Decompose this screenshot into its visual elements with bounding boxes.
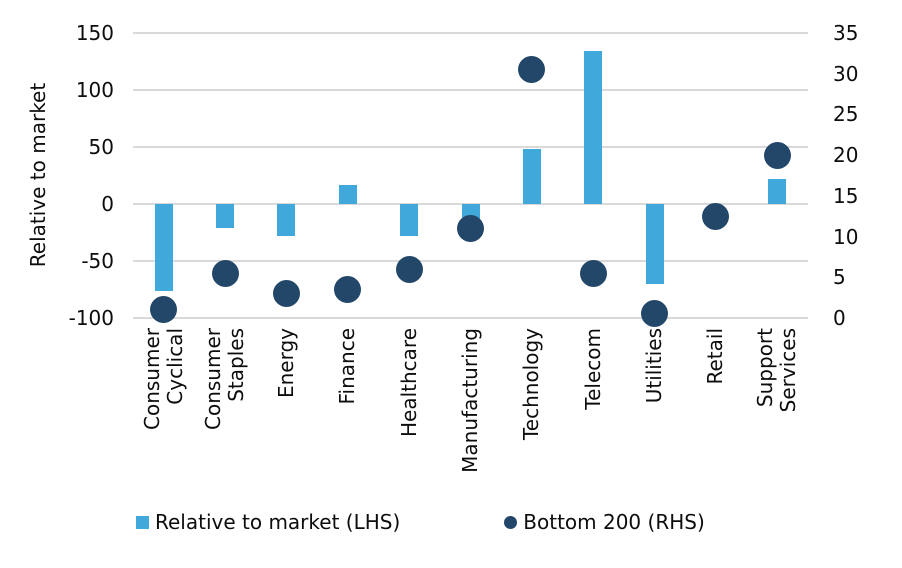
left-axis-tick-label: 50	[88, 135, 114, 159]
bar	[645, 204, 664, 284]
right-axis-tick-label: 0	[833, 306, 846, 330]
right-axis-tick-label: 15	[833, 183, 859, 208]
right-axis-tick-label: 5	[833, 265, 846, 290]
bar	[522, 149, 541, 204]
bar	[584, 51, 603, 204]
gridline	[133, 317, 808, 319]
left-axis-tick-label: -100	[68, 306, 114, 330]
x-category-label: Finance	[335, 328, 360, 405]
bar	[400, 204, 419, 236]
dot-series-swatch-icon	[504, 515, 518, 529]
legend-label-bars: Relative to market (LHS)	[155, 510, 401, 534]
right-axis-tick-label: 30	[833, 61, 859, 86]
scatter-point	[641, 300, 669, 328]
scatter-point	[518, 56, 546, 84]
bar	[768, 178, 787, 204]
gridline	[133, 146, 808, 148]
left-axis-title: Relative to market	[26, 82, 50, 268]
x-category-label: Support Services	[753, 328, 801, 413]
x-category-label: Manufacturing	[458, 328, 482, 473]
scatter-point	[395, 255, 423, 283]
scatter-point	[579, 259, 607, 287]
scatter-point	[763, 141, 791, 169]
bar	[338, 184, 357, 204]
x-category-label: Healthcare	[396, 328, 421, 438]
scatter-point	[702, 202, 730, 230]
legend-label-dots: Bottom 200 (RHS)	[523, 510, 705, 534]
bar	[277, 204, 296, 236]
left-axis-tick-label: 0	[101, 192, 114, 216]
scatter-point	[334, 276, 362, 303]
scatter-point	[150, 296, 178, 324]
legend: Relative to market (LHS) Bottom 200 (RHS…	[136, 510, 705, 534]
right-axis-tick-label: 25	[833, 102, 859, 127]
bar	[154, 204, 173, 291]
gridline	[133, 32, 808, 34]
x-category-label: Technology	[519, 328, 544, 441]
right-axis-tick-label: 20	[833, 143, 859, 168]
scatter-point	[272, 280, 300, 308]
x-category-label: Retail	[703, 328, 728, 385]
gridline	[133, 260, 808, 262]
left-axis-tick-label: 150	[75, 21, 114, 45]
left-axis-tick-label: 100	[75, 78, 114, 102]
x-category-label: Consumer Staples	[201, 328, 249, 430]
right-axis-tick-label: 35	[833, 21, 859, 45]
gridline	[133, 89, 808, 91]
bar	[216, 204, 235, 228]
left-axis-tick-label: -50	[81, 249, 114, 273]
x-category-label: Consumer Cyclical	[139, 328, 187, 430]
right-axis-tick-label: 10	[833, 224, 859, 249]
legend-item-bars: Relative to market (LHS)	[136, 510, 400, 534]
bar-series-swatch-icon	[136, 515, 149, 529]
x-category-label: Utilities	[642, 328, 667, 404]
legend-item-dots: Bottom 200 (RHS)	[504, 510, 705, 534]
scatter-point	[457, 214, 484, 242]
x-category-label: Energy	[273, 328, 298, 399]
x-category-label: Telecom	[580, 328, 605, 410]
scatter-point	[211, 259, 239, 287]
